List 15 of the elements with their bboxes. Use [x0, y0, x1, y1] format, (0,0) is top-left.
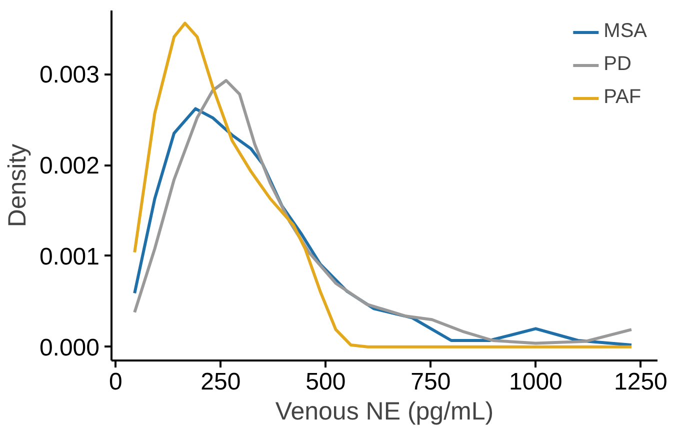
x-tick-label: 250 — [200, 368, 241, 396]
x-tick-label: 750 — [410, 368, 451, 396]
y-tick-label: 0.003 — [39, 62, 100, 89]
x-axis-title: Venous NE (pg/mL) — [275, 398, 494, 426]
x-tick-label: 1000 — [509, 368, 562, 396]
x-tick-label: 1250 — [614, 368, 668, 396]
legend-label: PD — [604, 53, 632, 76]
x-tick-label: 500 — [306, 368, 346, 396]
legend-label: PAF — [604, 86, 642, 109]
y-tick-label: 0.002 — [39, 152, 100, 180]
x-tick-label: 0 — [109, 368, 122, 396]
legend-label: MSA — [604, 20, 647, 43]
y-tick-label: 0.000 — [39, 334, 100, 362]
y-tick-label: 0.001 — [39, 243, 100, 270]
y-axis-title: Density — [3, 143, 32, 228]
